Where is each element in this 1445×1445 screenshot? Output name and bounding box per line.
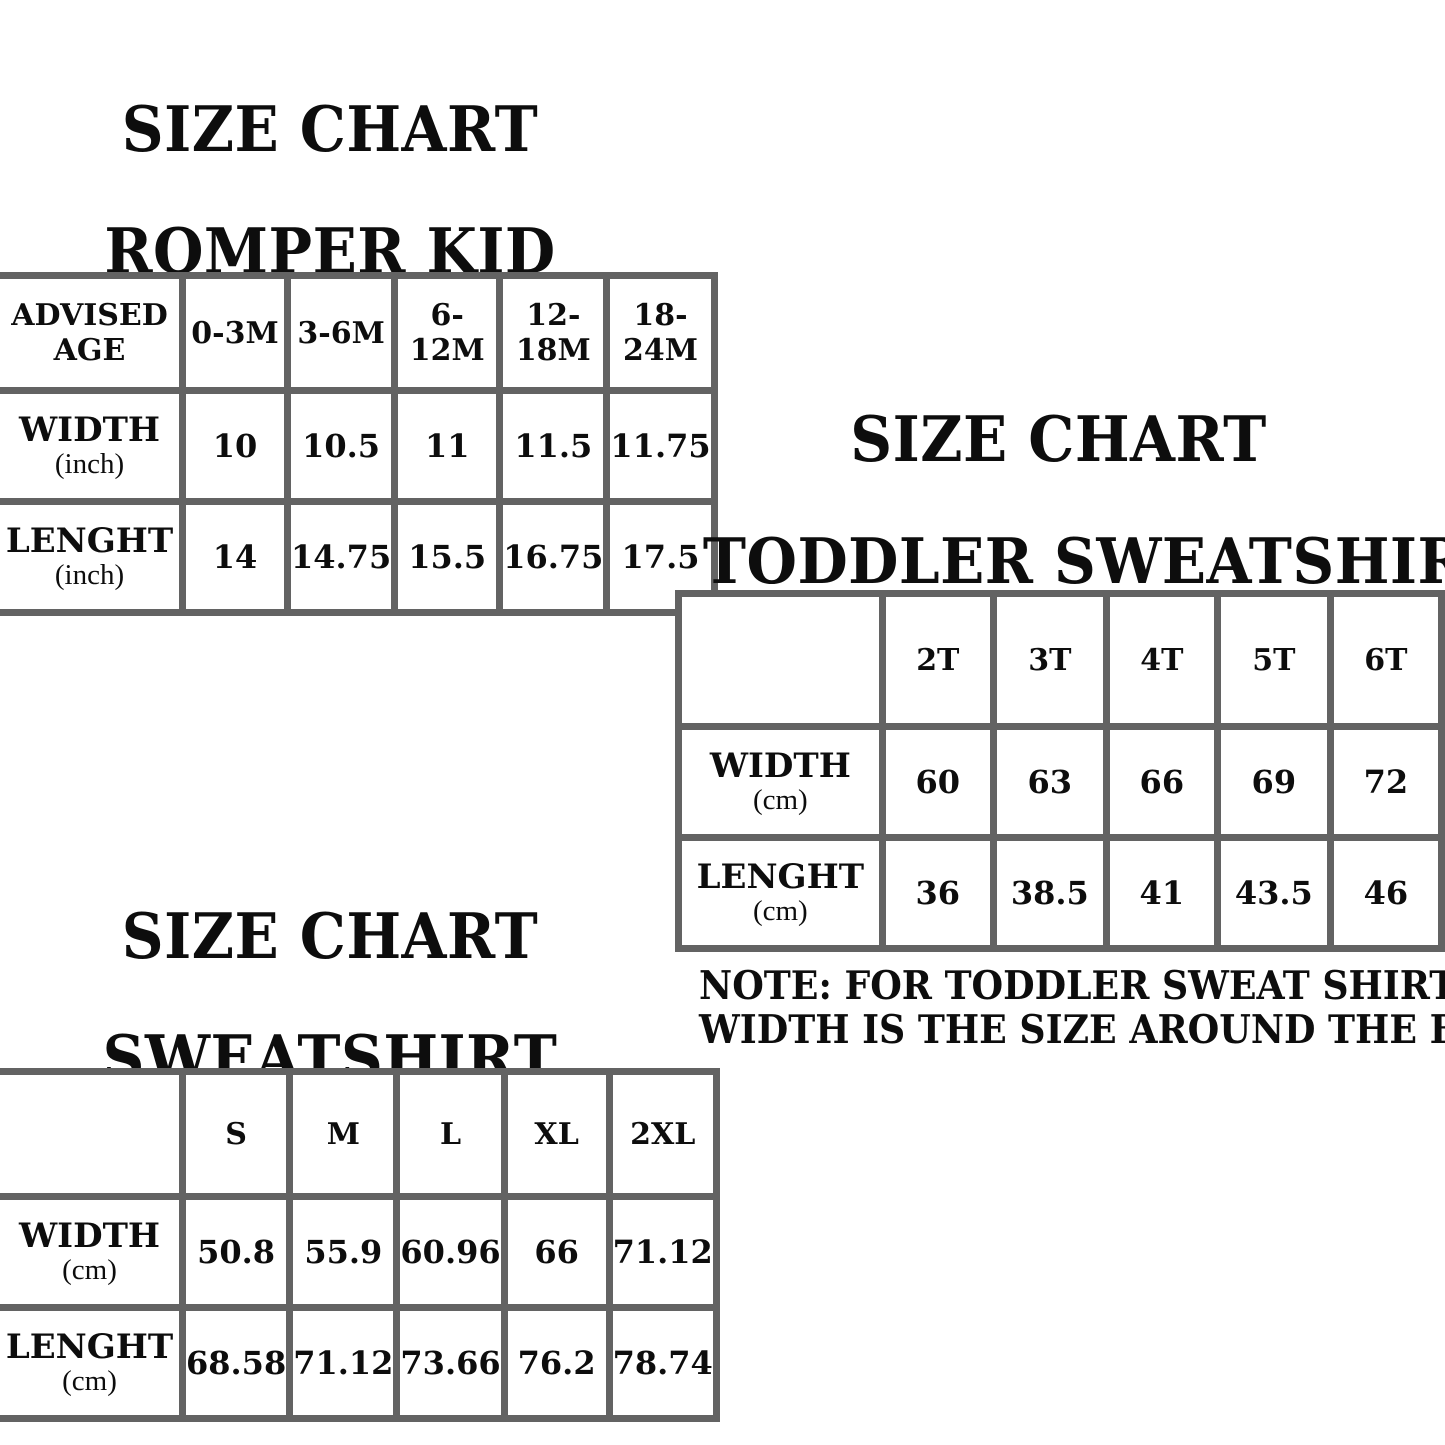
toddler-width-value-4: 72 bbox=[1326, 723, 1445, 841]
toddler-note: NOTE: FOR TODDLER SWEAT SHIRTS, WIDTH IS… bbox=[699, 963, 1445, 1053]
romper-width-unit: (inch) bbox=[54, 447, 125, 480]
table-row: LENGHT (inch) 14 14.75 15.5 16.75 17.5 bbox=[0, 498, 718, 616]
sweatshirt-width-value-0: 50.8 bbox=[178, 1193, 294, 1311]
romper-col-header-4: 18-24M bbox=[603, 272, 718, 394]
romper-col-header-3: 12-18M bbox=[496, 272, 611, 394]
sweatshirt-width-value-2: 60.96 bbox=[393, 1193, 508, 1311]
sweatshirt-lenght-value-0: 68.58 bbox=[178, 1304, 294, 1422]
toddler-lenght-value-2: 41 bbox=[1102, 834, 1221, 952]
romper-size-table: ADVISED AGE 0-3M 3-6M 6-12M 12-18M 18-24… bbox=[0, 272, 718, 616]
toddler-size-table: 2T 3T 4T 5T 6T WIDTH (cm) 60 63 66 69 72… bbox=[675, 590, 1445, 952]
toddler-col-header-3: 5T bbox=[1213, 590, 1334, 730]
romper-lenght-unit: (inch) bbox=[54, 558, 125, 591]
sweatshirt-lenght-value-1: 71.12 bbox=[286, 1304, 401, 1422]
toddler-row-label-width: WIDTH (cm) bbox=[675, 723, 886, 841]
romper-lenght-value-3: 16.75 bbox=[496, 498, 611, 616]
toddler-width-unit: (cm) bbox=[752, 783, 808, 816]
sweatshirt-width-unit: (cm) bbox=[62, 1253, 117, 1286]
romper-width-value-1: 10.5 bbox=[283, 387, 399, 505]
sweatshirt-col-header-0: S bbox=[178, 1068, 294, 1200]
romper-width-value-0: 10 bbox=[179, 387, 291, 505]
toddler-lenght-unit: (cm) bbox=[752, 894, 808, 927]
toddler-lenght-value-1: 38.5 bbox=[989, 834, 1110, 952]
sweatshirt-lenght-value-4: 78.74 bbox=[605, 1304, 720, 1422]
toddler-title-line-2: TODDLER SWEATSHIRT bbox=[702, 524, 1445, 599]
sweatshirt-width-name: WIDTH bbox=[19, 1215, 160, 1256]
table-row: 2T 3T 4T 5T 6T bbox=[675, 590, 1445, 730]
sweatshirt-corner-label bbox=[0, 1068, 186, 1200]
romper-chart-title: SIZE CHART ROMPER KID bbox=[26, 38, 633, 344]
sweatshirt-col-header-1: M bbox=[286, 1068, 401, 1200]
toddler-width-value-3: 69 bbox=[1213, 723, 1334, 841]
sweatshirt-width-value-4: 71.12 bbox=[605, 1193, 720, 1311]
table-row: ADVISED AGE 0-3M 3-6M 6-12M 12-18M 18-24… bbox=[0, 272, 718, 394]
toddler-col-header-0: 2T bbox=[878, 590, 997, 730]
toddler-title-line-1: SIZE CHART bbox=[850, 402, 1267, 477]
toddler-note-line-1: NOTE: FOR TODDLER SWEAT SHIRTS, bbox=[699, 963, 1445, 1009]
romper-lenght-value-0: 14 bbox=[179, 498, 291, 616]
toddler-chart-title: SIZE CHART TODDLER SWEATSHIRT bbox=[702, 348, 1445, 654]
romper-col-header-1: 3-6M bbox=[283, 272, 399, 394]
sweatshirt-width-value-1: 55.9 bbox=[286, 1193, 401, 1311]
toddler-width-value-1: 63 bbox=[989, 723, 1110, 841]
sweatshirt-col-header-2: L bbox=[393, 1068, 508, 1200]
sweatshirt-lenght-value-3: 76.2 bbox=[500, 1304, 613, 1422]
toddler-width-name: WIDTH bbox=[709, 745, 851, 786]
romper-lenght-value-2: 15.5 bbox=[391, 498, 504, 616]
romper-row-label-lenght: LENGHT (inch) bbox=[0, 498, 186, 616]
toddler-col-header-4: 6T bbox=[1326, 590, 1445, 730]
romper-col-header-2: 6-12M bbox=[391, 272, 504, 394]
romper-corner-label: ADVISED AGE bbox=[0, 272, 186, 394]
sweatshirt-col-header-4: 2XL bbox=[605, 1068, 720, 1200]
table-row: WIDTH (cm) 60 63 66 69 72 bbox=[675, 723, 1445, 841]
toddler-lenght-value-3: 43.5 bbox=[1213, 834, 1334, 952]
table-row: LENGHT (cm) 36 38.5 41 43.5 46 bbox=[675, 834, 1445, 952]
toddler-width-value-2: 66 bbox=[1102, 723, 1221, 841]
table-row: WIDTH (inch) 10 10.5 11 11.5 11.75 bbox=[0, 387, 718, 505]
romper-row-label-width: WIDTH (inch) bbox=[0, 387, 186, 505]
romper-width-name: WIDTH bbox=[19, 409, 160, 450]
table-row: S M L XL 2XL bbox=[0, 1068, 720, 1200]
sweatshirt-title-line-1: SIZE CHART bbox=[121, 899, 539, 974]
romper-width-value-3: 11.5 bbox=[496, 387, 611, 505]
sweatshirt-row-label-lenght: LENGHT (cm) bbox=[0, 1304, 186, 1422]
sweatshirt-lenght-value-2: 73.66 bbox=[393, 1304, 508, 1422]
romper-lenght-name: LENGHT bbox=[5, 520, 174, 561]
toddler-note-line-2: WIDTH IS THE SIZE AROUND THE BODY. bbox=[699, 1006, 1445, 1053]
sweatshirt-col-header-3: XL bbox=[500, 1068, 613, 1200]
toddler-row-label-lenght: LENGHT (cm) bbox=[675, 834, 886, 952]
toddler-lenght-value-4: 46 bbox=[1326, 834, 1445, 952]
romper-width-value-2: 11 bbox=[391, 387, 504, 505]
table-row: LENGHT (cm) 68.58 71.12 73.66 76.2 78.74 bbox=[0, 1304, 720, 1422]
romper-width-value-4: 11.75 bbox=[603, 387, 718, 505]
toddler-col-header-2: 4T bbox=[1102, 590, 1221, 730]
romper-col-header-0: 0-3M bbox=[179, 272, 291, 394]
toddler-lenght-name: LENGHT bbox=[696, 856, 865, 897]
sweatshirt-width-value-3: 66 bbox=[500, 1193, 613, 1311]
sweatshirt-lenght-name: LENGHT bbox=[5, 1326, 174, 1367]
toddler-width-value-0: 60 bbox=[878, 723, 997, 841]
sweatshirt-row-label-width: WIDTH (cm) bbox=[0, 1193, 186, 1311]
toddler-col-header-1: 3T bbox=[989, 590, 1110, 730]
romper-title-line-1: SIZE CHART bbox=[121, 92, 539, 167]
toddler-corner-label bbox=[675, 590, 886, 730]
sweatshirt-size-table: S M L XL 2XL WIDTH (cm) 50.8 55.9 60.96 … bbox=[0, 1068, 720, 1422]
table-row: WIDTH (cm) 50.8 55.9 60.96 66 71.12 bbox=[0, 1193, 720, 1311]
toddler-lenght-value-0: 36 bbox=[878, 834, 997, 952]
romper-lenght-value-1: 14.75 bbox=[283, 498, 399, 616]
sweatshirt-lenght-unit: (cm) bbox=[62, 1364, 117, 1397]
